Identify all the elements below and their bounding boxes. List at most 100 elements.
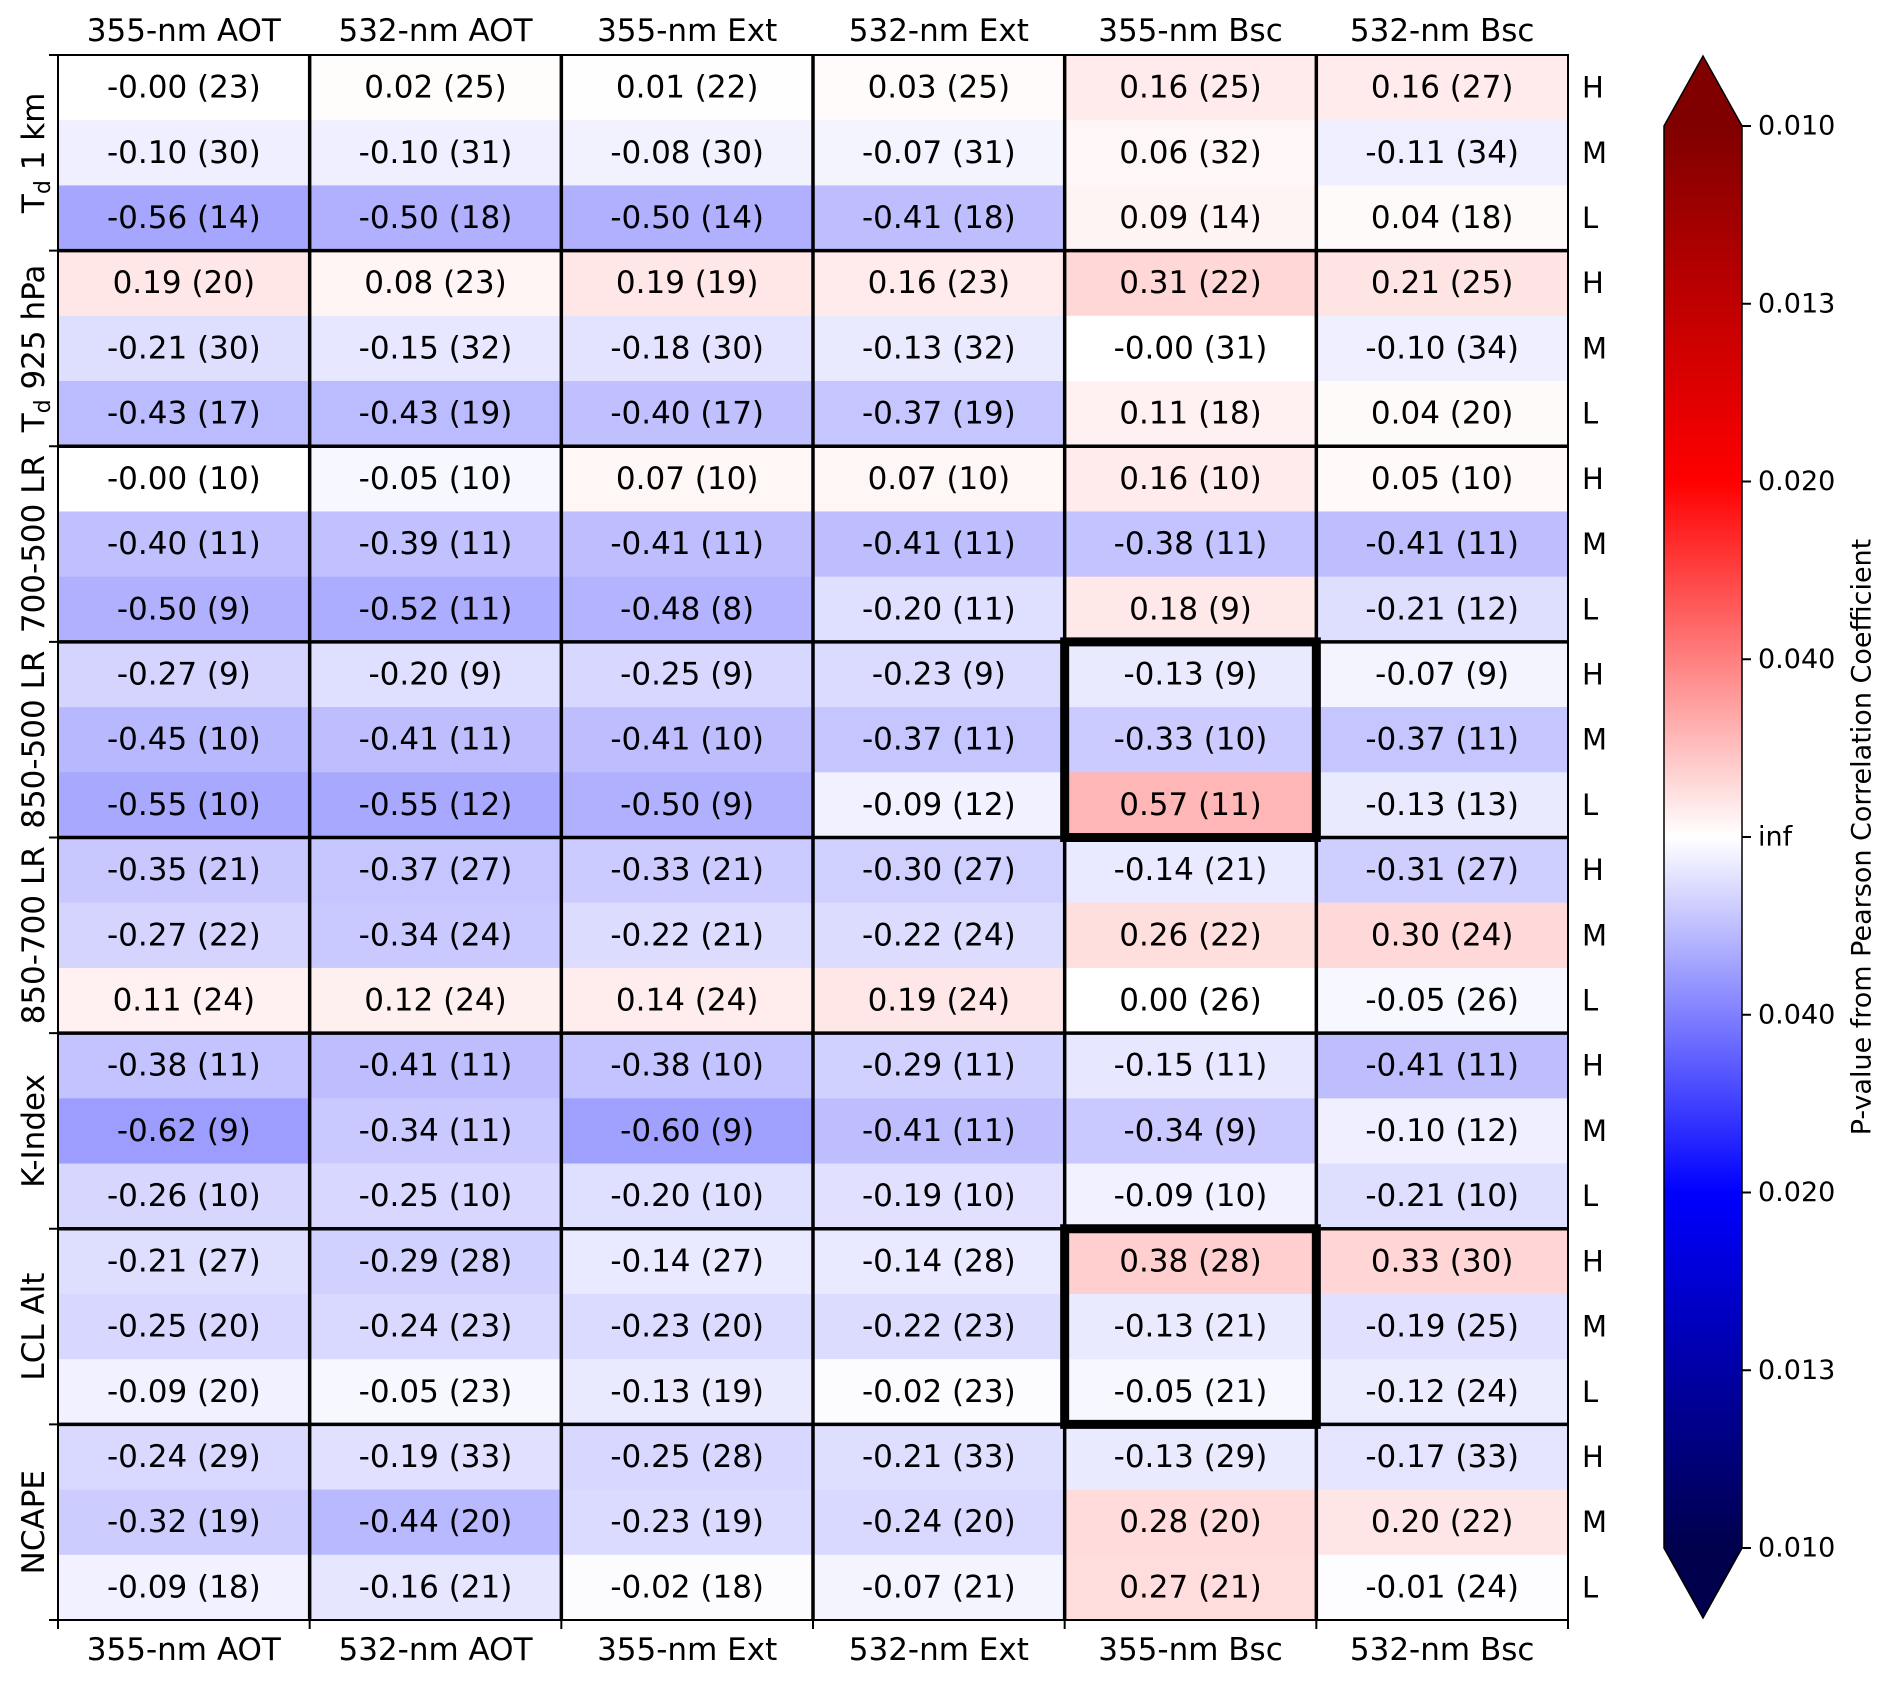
cell-label: -0.44 (20) <box>359 1504 513 1540</box>
cell-label: -0.13 (21) <box>1114 1309 1268 1345</box>
colorbar <box>1663 54 1751 1620</box>
heatmap-cell <box>58 446 311 512</box>
cell-label: -0.29 (28) <box>359 1243 513 1279</box>
group-label: 700-500 LR <box>16 455 52 633</box>
heatmap-cell <box>813 772 1066 838</box>
heatmap-cell <box>1316 1098 1569 1165</box>
cell-label: 0.04 (18) <box>1371 200 1514 236</box>
cell-label: -0.00 (31) <box>1114 330 1268 366</box>
cell-label: -0.08 (30) <box>610 135 764 171</box>
cell-label: -0.25 (9) <box>620 656 754 692</box>
cell-label: 0.27 (21) <box>1119 1569 1262 1605</box>
heatmap-cell <box>1316 120 1569 186</box>
colorbar-tick-label: 0.040 <box>1758 999 1835 1030</box>
heatmap-cell <box>1316 315 1569 382</box>
cell-label: -0.21 (10) <box>1365 1178 1519 1214</box>
row-level-label: L <box>1582 201 1598 235</box>
row-level-label: H <box>1582 266 1604 300</box>
heatmap-cell <box>309 120 562 186</box>
heatmap-cell <box>561 1359 814 1425</box>
heatmap-cell <box>309 1424 562 1491</box>
cell-label: 0.07 (10) <box>616 461 759 497</box>
heatmap-cell <box>309 315 562 382</box>
heatmap-cell <box>1316 902 1569 969</box>
cell-label: -0.41 (11) <box>1365 526 1519 562</box>
cell-label: -0.55 (10) <box>107 787 261 823</box>
column-header-bottom: 532-nm AOT <box>338 1632 533 1668</box>
colorbar-tick-label: 0.010 <box>1758 111 1835 142</box>
heatmap-cell <box>813 446 1066 512</box>
cell-label: -0.41 (11) <box>359 722 513 758</box>
cell-label: -0.24 (20) <box>862 1504 1016 1540</box>
heatmap-cell <box>58 576 311 643</box>
heatmap-cell <box>1064 576 1317 643</box>
cell-label: -0.25 (28) <box>610 1439 764 1475</box>
cell-label: 0.08 (23) <box>364 265 507 301</box>
highlight-box <box>1060 637 1321 842</box>
heatmap-cell <box>58 381 311 447</box>
cell-label: -0.34 (24) <box>359 917 513 953</box>
cell-label: -0.60 (9) <box>620 1113 754 1149</box>
cell-label: -0.50 (9) <box>117 591 251 627</box>
heatmap-cell <box>309 1489 562 1556</box>
heatmap-cell <box>1316 446 1569 512</box>
cell-label: -0.38 (11) <box>107 1048 261 1084</box>
heatmap-cell <box>561 446 814 512</box>
cell-label: -0.52 (11) <box>359 591 513 627</box>
heatmap-cell <box>813 55 1066 121</box>
heatmap-grid <box>49 54 1569 1629</box>
colorbar-label: P-value from Pearson Correlation Coeffic… <box>1847 539 1878 1136</box>
cell-label: -0.00 (10) <box>107 461 261 497</box>
cell-label: -0.50 (18) <box>359 200 513 236</box>
cell-label: -0.17 (33) <box>1365 1439 1519 1475</box>
heatmap-cell <box>1064 1424 1317 1491</box>
cell-label: 0.18 (9) <box>1129 591 1252 627</box>
heatmap-cell <box>58 902 311 969</box>
cell-label: -0.41 (11) <box>862 1113 1016 1149</box>
cell-label: -0.55 (12) <box>359 787 513 823</box>
cell-label: -0.24 (23) <box>359 1309 513 1345</box>
heatmap-cell <box>561 1163 814 1230</box>
heatmap-cell <box>1064 250 1317 317</box>
heatmap-cell <box>813 120 1066 186</box>
cell-label: 0.04 (20) <box>1371 396 1514 432</box>
heatmap-cell <box>561 837 814 904</box>
heatmap-cell <box>813 1163 1066 1230</box>
heatmap-cell <box>813 641 1066 708</box>
heatmap-cell <box>561 120 814 186</box>
heatmap-cell <box>813 837 1066 904</box>
cell-label: -0.14 (21) <box>1114 852 1268 888</box>
cell-label: -0.10 (34) <box>1365 330 1519 366</box>
cell-label: -0.37 (19) <box>862 396 1016 432</box>
colorbar-extend-bottom <box>1664 1548 1742 1618</box>
heatmap-cell <box>1316 55 1569 121</box>
heatmap-cell <box>561 55 814 121</box>
cell-label: 0.16 (27) <box>1371 70 1514 106</box>
row-level-label: H <box>1582 1049 1604 1083</box>
cell-label: -0.05 (26) <box>1365 983 1519 1019</box>
cell-label: -0.32 (19) <box>107 1504 261 1540</box>
heatmap-cell <box>58 1033 311 1099</box>
cell-label: -0.50 (9) <box>620 787 754 823</box>
cell-label: -0.09 (18) <box>107 1569 261 1605</box>
heatmap-cell <box>1316 1228 1569 1295</box>
group-label: 850-700 LR <box>16 846 52 1024</box>
heatmap-cell <box>1064 55 1317 121</box>
column-header-top: 355-nm Bsc <box>1098 13 1283 49</box>
heatmap-cell <box>1064 1554 1317 1621</box>
cell-label: 0.33 (30) <box>1371 1243 1514 1279</box>
cell-label: -0.02 (18) <box>610 1569 764 1605</box>
cell-label: -0.19 (25) <box>1365 1309 1519 1345</box>
heatmap-cell <box>309 55 562 121</box>
cell-label: 0.16 (23) <box>868 265 1011 301</box>
row-level-label: M <box>1582 723 1607 757</box>
cell-label: 0.21 (25) <box>1371 265 1514 301</box>
cell-label: 0.19 (20) <box>113 265 256 301</box>
cell-label: -0.25 (20) <box>107 1309 261 1345</box>
cell-label: 0.16 (10) <box>1119 461 1262 497</box>
heatmap-cell <box>813 250 1066 317</box>
heatmap-cell <box>561 641 814 708</box>
heatmap-cell <box>561 1293 814 1360</box>
heatmap-cell <box>58 120 311 186</box>
